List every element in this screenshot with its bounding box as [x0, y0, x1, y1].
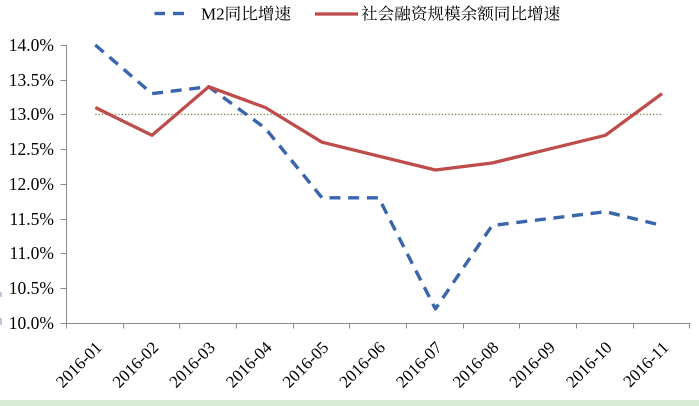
svg-text:M2: M2: [201, 5, 225, 24]
svg-text:12.0%: 12.0%: [9, 174, 54, 194]
svg-text:10.0%: 10.0%: [9, 313, 54, 333]
svg-text:13.0%: 13.0%: [9, 104, 54, 124]
svg-text:10.5%: 10.5%: [9, 278, 54, 298]
svg-text:11.0%: 11.0%: [9, 243, 54, 263]
svg-text:13.5%: 13.5%: [9, 70, 54, 90]
svg-text:14.0%: 14.0%: [9, 35, 54, 55]
svg-text:12.5%: 12.5%: [9, 139, 54, 159]
svg-text:11.5%: 11.5%: [9, 209, 54, 229]
